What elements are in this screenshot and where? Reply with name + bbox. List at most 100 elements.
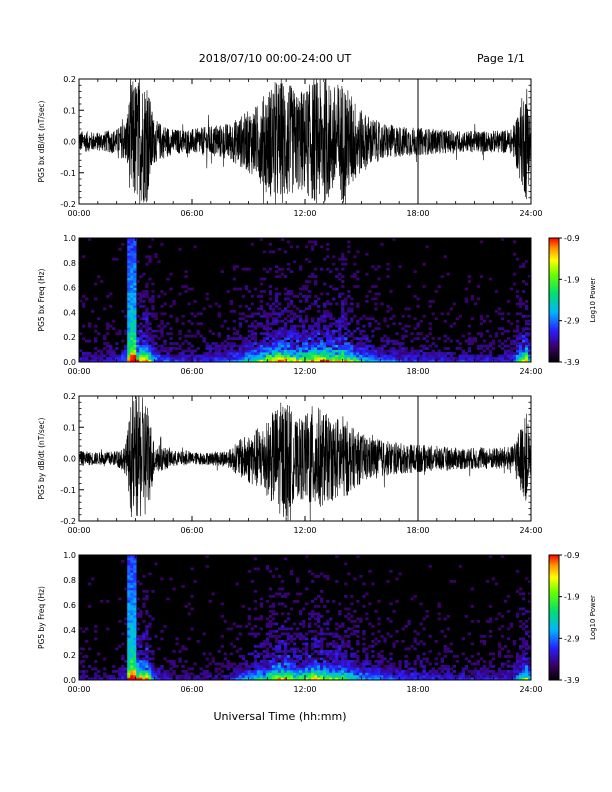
heatmap-cell <box>127 607 131 611</box>
heatmap-cell <box>338 675 342 678</box>
heatmap-cell <box>521 622 526 626</box>
heatmap-cell <box>199 672 203 676</box>
heatmap-cell <box>133 577 137 581</box>
heatmap-cell <box>133 238 137 241</box>
heatmap-cell <box>265 337 270 340</box>
heatmap-cell <box>452 352 456 355</box>
heatmap-cell <box>512 329 517 333</box>
heatmap-cell <box>524 672 529 676</box>
heatmap-cell <box>317 347 321 350</box>
heatmap-cell <box>130 612 134 616</box>
heatmap-cell <box>286 329 291 333</box>
heatmap-cell <box>377 359 381 363</box>
heatmap-cell <box>401 334 405 338</box>
heatmap-cell <box>374 660 378 663</box>
heatmap-cell <box>145 650 149 653</box>
heatmap-cell <box>298 359 303 363</box>
heatmap-cell <box>326 337 330 340</box>
heatmap-cell <box>130 314 134 318</box>
heatmap-cell <box>235 637 239 641</box>
heatmap-cell <box>121 667 125 671</box>
heatmap-cell <box>241 667 246 671</box>
heatmap-cell <box>112 327 116 331</box>
heatmap-cell <box>347 359 351 363</box>
heatmap-cell <box>344 670 348 673</box>
heatmap-cell <box>187 359 191 363</box>
heatmap-cell <box>350 342 354 345</box>
heatmap-cell <box>521 667 526 671</box>
heatmap-cell <box>130 617 134 621</box>
heatmap-cell <box>515 357 520 360</box>
heatmap-cell <box>515 302 520 306</box>
heatmap-cell <box>169 327 173 331</box>
heatmap-cell <box>112 354 116 358</box>
heatmap-cell <box>311 324 315 328</box>
heatmap-cell <box>314 657 318 661</box>
heatmap-cell <box>256 617 261 621</box>
heatmap-cell <box>295 245 300 249</box>
heatmap-cell <box>127 612 131 616</box>
chart-panel-1: 00:00 06:00 12:00 18:00 24:00-0.2-0.10.00.10… <box>37 75 543 218</box>
heatmap-cell <box>521 344 526 348</box>
heatmap-cell <box>262 277 267 281</box>
heatmap-cell <box>311 275 315 278</box>
heatmap-cell <box>127 657 131 661</box>
heatmap-cell <box>250 344 255 348</box>
heatmap-cell <box>181 357 185 360</box>
heatmap-cell <box>323 677 327 681</box>
heatmap-cell <box>419 677 423 681</box>
heatmap-cell <box>145 319 149 323</box>
heatmap-cell <box>416 337 420 340</box>
heatmap-cell <box>350 357 354 360</box>
heatmap-cell <box>181 352 185 355</box>
heatmap-cell <box>317 632 321 636</box>
heatmap-cell <box>280 675 285 678</box>
heatmap-cell <box>419 662 423 666</box>
heatmap-cell <box>323 667 327 671</box>
heatmap-cell <box>428 662 432 666</box>
heatmap-cell <box>344 657 348 661</box>
heatmap-cell <box>395 339 399 343</box>
heatmap-cell <box>521 665 526 668</box>
heatmap-cell <box>440 357 444 360</box>
heatmap-cell <box>247 334 252 338</box>
heatmap-cell <box>434 675 438 678</box>
heatmap-cell <box>512 675 517 678</box>
heatmap-cell <box>338 637 342 641</box>
heatmap-cell <box>289 292 294 296</box>
heatmap-cell <box>416 352 420 355</box>
heatmap-cell <box>338 295 342 298</box>
heatmap-cell <box>515 347 520 350</box>
heatmap-cell <box>142 575 146 578</box>
heatmap-cell <box>407 622 411 626</box>
heatmap-cell <box>88 238 92 241</box>
heatmap-cell <box>506 655 511 658</box>
heatmap-cell <box>268 339 273 343</box>
heatmap-cell <box>482 344 487 348</box>
heatmap-cell <box>82 660 86 663</box>
heatmap-cell <box>473 670 478 673</box>
heatmap-cell <box>512 272 517 276</box>
heatmap-cell <box>317 667 321 671</box>
heatmap-cell <box>383 357 387 360</box>
heatmap-cell <box>371 329 375 333</box>
heatmap-cell <box>256 307 261 311</box>
heatmap-cell <box>136 607 140 611</box>
heatmap-cell <box>124 622 128 626</box>
heatmap-cell <box>142 657 146 661</box>
heatmap-cell <box>160 332 164 336</box>
heatmap-cell <box>443 334 447 338</box>
heatmap-cell <box>347 307 351 311</box>
heatmap-cell <box>118 357 122 360</box>
heatmap-cell <box>431 667 435 671</box>
heatmap-cell <box>425 675 429 678</box>
heatmap-cell <box>268 570 273 573</box>
heatmap-cell <box>371 670 375 673</box>
heatmap-cell <box>512 357 517 360</box>
heatmap-cell <box>259 332 264 336</box>
heatmap-cell <box>377 667 381 671</box>
heatmap-cell <box>341 324 345 328</box>
heatmap-cell <box>506 675 511 678</box>
heatmap-cell <box>380 302 384 306</box>
